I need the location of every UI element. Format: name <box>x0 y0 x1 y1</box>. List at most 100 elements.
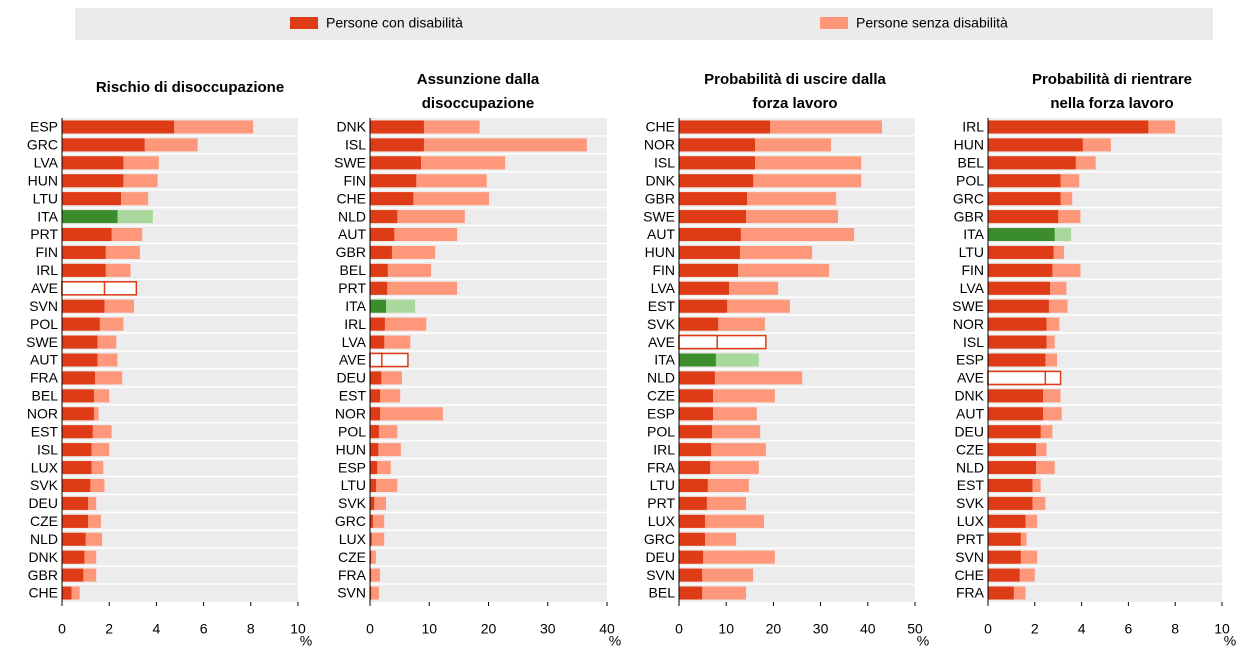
category-label: SVN <box>646 567 675 583</box>
bar <box>679 138 755 152</box>
bar <box>988 281 1051 295</box>
category-label: FIN <box>652 262 675 278</box>
category-label: DEU <box>336 370 366 386</box>
x-tick-label: 2 <box>1031 621 1039 637</box>
bar <box>679 120 771 134</box>
bar <box>62 353 98 367</box>
bar <box>62 174 124 188</box>
category-label: DEU <box>645 549 675 565</box>
panel-title: Probabilità di uscire dalla <box>704 71 886 88</box>
bar <box>678 334 718 350</box>
category-label: NLD <box>338 208 366 224</box>
category-label: ITA <box>345 298 366 314</box>
panel-title: Rischio di disoccupazione <box>96 79 284 96</box>
x-tick-label: 40 <box>860 621 876 637</box>
x-tick-label: 30 <box>540 621 556 637</box>
category-label: LVA <box>34 155 59 171</box>
category-label: POL <box>338 423 366 439</box>
bar <box>370 550 376 564</box>
bar <box>988 192 1061 206</box>
panel-title: Assunzione dalla <box>417 71 540 88</box>
category-label: NLD <box>647 370 675 386</box>
category-label: FRA <box>30 370 59 386</box>
category-label: POL <box>956 172 984 188</box>
bar <box>370 389 381 403</box>
x-unit-label: % <box>1224 633 1236 649</box>
category-label: IRL <box>653 441 675 457</box>
bar <box>62 407 94 421</box>
category-label: CZE <box>338 549 366 565</box>
x-tick-label: 8 <box>247 621 255 637</box>
x-tick-label: 2 <box>105 621 113 637</box>
bar <box>988 425 1041 439</box>
category-label: SVK <box>647 316 676 332</box>
category-label: HUN <box>28 172 58 188</box>
x-tick-label: 0 <box>984 621 992 637</box>
category-label: SWE <box>952 298 984 314</box>
category-label: LTU <box>341 477 366 493</box>
bar <box>62 586 72 600</box>
category-label: NOR <box>644 137 675 153</box>
bar <box>370 210 398 224</box>
x-tick-label: 4 <box>1078 621 1086 637</box>
category-label: HUN <box>645 244 675 260</box>
legend-label: Persone con disabilità <box>326 15 463 31</box>
category-label: CZE <box>956 441 984 457</box>
bar <box>370 586 379 600</box>
bar <box>988 514 1026 528</box>
category-label: ITA <box>963 226 984 242</box>
bar <box>988 299 1049 313</box>
panel-title: disoccupazione <box>422 95 535 112</box>
bar <box>679 461 711 475</box>
bar <box>62 568 84 582</box>
category-label: GBR <box>28 567 58 583</box>
x-tick-label: 6 <box>1125 621 1133 637</box>
bar <box>370 174 417 188</box>
bar <box>370 443 379 457</box>
panel-title: Probabilità di rientrare <box>1032 71 1192 88</box>
bar <box>370 514 385 528</box>
category-label: BEL <box>340 262 367 278</box>
category-label: SWE <box>334 155 366 171</box>
bar <box>62 371 96 385</box>
category-label: CHE <box>336 190 366 206</box>
bar <box>988 245 1054 259</box>
bar <box>62 335 98 349</box>
bar <box>62 210 118 224</box>
x-tick-label: 40 <box>599 621 615 637</box>
bar <box>679 514 705 528</box>
bar <box>370 568 381 582</box>
bar <box>370 532 385 546</box>
bar <box>988 532 1021 546</box>
x-unit-label: % <box>917 633 929 649</box>
category-label: ITA <box>37 208 58 224</box>
bar <box>369 352 383 368</box>
category-label: LTU <box>33 190 58 206</box>
bar <box>370 371 382 385</box>
bar <box>988 335 1047 349</box>
x-tick-label: 20 <box>766 621 782 637</box>
bar <box>370 228 395 242</box>
bar <box>988 138 1083 152</box>
category-label: SVN <box>955 549 984 565</box>
bar <box>370 586 372 600</box>
x-tick-label: 10 <box>1214 621 1230 637</box>
category-label: PRT <box>338 280 366 296</box>
category-label: NLD <box>30 531 58 547</box>
bar <box>988 461 1036 475</box>
bar <box>679 586 703 600</box>
category-label: SWE <box>643 208 675 224</box>
x-tick-label: 0 <box>58 621 66 637</box>
bar <box>370 532 372 546</box>
bar <box>988 586 1014 600</box>
bar <box>988 407 1043 421</box>
category-label: BEL <box>958 155 985 171</box>
x-tick-label: 50 <box>907 621 923 637</box>
bar <box>62 514 88 528</box>
bar <box>679 371 715 385</box>
category-label: ISL <box>654 155 675 171</box>
bar <box>988 443 1036 457</box>
x-unit-label: % <box>609 633 621 649</box>
bar <box>679 228 741 242</box>
